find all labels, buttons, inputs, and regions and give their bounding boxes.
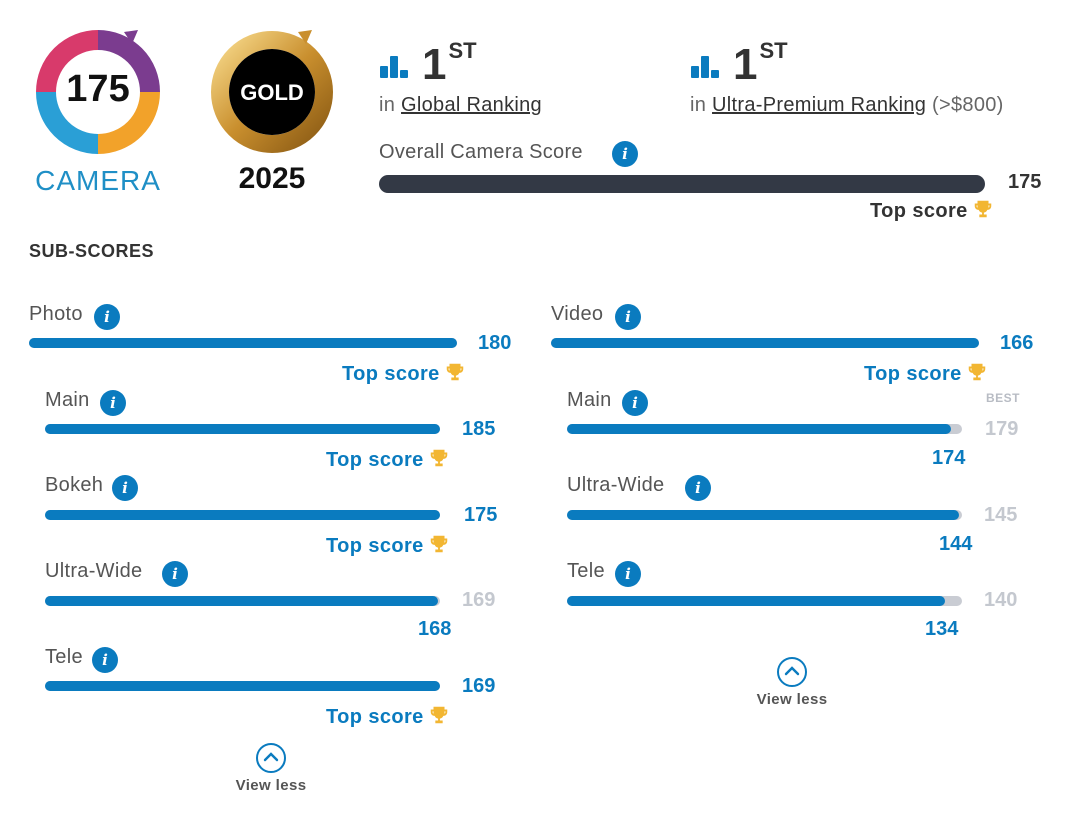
photo-tele-bar-fill <box>45 681 440 691</box>
photo-ultrawide-best-value: 169 <box>462 589 496 611</box>
overall-info-icon[interactable]: i <box>612 141 638 167</box>
photo-main-bar <box>45 424 440 434</box>
photo-tele-value: 169 <box>462 675 496 697</box>
photo-bokeh-bar <box>45 510 440 520</box>
video-tele-value: 134 <box>925 618 959 640</box>
video-tele-info-icon[interactable]: i <box>615 561 641 587</box>
video-main-bar <box>567 424 962 434</box>
video-ultrawide-bar <box>567 510 962 520</box>
video-view-less-button[interactable]: View less <box>732 657 852 708</box>
video-ultrawide-best-value: 145 <box>984 504 1018 526</box>
video-tele-label: Tele <box>567 560 605 582</box>
photo-tele-bar <box>45 681 440 691</box>
video-ultrawide-label: Ultra-Wide <box>567 474 665 496</box>
photo-tele-info-icon[interactable]: i <box>92 647 118 673</box>
photo-main-top-score: Top score <box>326 447 450 472</box>
photo-tele-label: Tele <box>45 646 83 668</box>
camera-label: CAMERA <box>35 165 161 196</box>
overall-score-label: Overall Camera Score <box>379 141 583 163</box>
video-main-label: Main <box>567 389 612 411</box>
trophy-icon <box>430 535 447 553</box>
video-view-less-label: View less <box>756 691 828 708</box>
photo-view-less-label: View less <box>235 777 307 794</box>
photo-bokeh-bar-fill <box>45 510 440 520</box>
subscores-title: SUB-SCORES <box>29 241 155 261</box>
video-ultrawide-info-icon[interactable]: i <box>685 475 711 501</box>
trophy-icon <box>974 200 991 218</box>
video-tele-bar <box>567 596 962 606</box>
video-ultrawide-value: 144 <box>939 533 973 555</box>
video-main-best-value: 179 <box>985 418 1019 440</box>
video-top-score: Top score <box>864 361 988 386</box>
global-rank-position: 1ST <box>422 38 477 89</box>
gold-badge-ring <box>211 30 333 153</box>
photo-main-bar-fill <box>45 424 440 434</box>
photo-ultrawide-info-icon[interactable]: i <box>162 561 188 587</box>
gold-badge: GOLD 2025 <box>200 28 340 198</box>
photo-main-info-icon[interactable]: i <box>100 390 126 416</box>
trophy-icon <box>446 363 463 381</box>
overall-top-score: Top score <box>870 198 994 223</box>
gold-label: GOLD <box>240 80 304 105</box>
video-label: Video <box>551 303 604 325</box>
photo-value: 180 <box>478 332 512 354</box>
overall-score-bar <box>379 175 985 193</box>
photo-info-icon[interactable]: i <box>94 304 120 330</box>
photo-view-less-button[interactable]: View less <box>211 743 331 794</box>
trophy-icon <box>430 449 447 467</box>
photo-ultrawide-bar-fill <box>45 596 438 606</box>
global-ranking-link[interactable]: Global Ranking <box>401 94 542 116</box>
photo-ultrawide-value: 168 <box>418 618 452 640</box>
ultra-premium-rank-text: in Ultra-Premium Ranking (>$800) <box>690 94 1004 116</box>
video-main-bar-fill <box>567 424 951 434</box>
photo-main-value: 185 <box>462 418 496 440</box>
camera-score-value: 175 <box>66 68 130 110</box>
camera-score-badge: 175 CAMERA <box>28 28 168 198</box>
photo-bokeh-top-score: Top score <box>326 533 450 558</box>
video-tele-bar-fill <box>567 596 945 606</box>
photo-tele-top-score: Top score <box>326 704 450 729</box>
photo-bokeh-value: 175 <box>464 504 498 526</box>
ranking-bars-icon <box>691 56 721 78</box>
photo-bar-fill <box>29 338 457 348</box>
photo-main-label: Main <box>45 389 90 411</box>
photo-top-score: Top score <box>342 361 466 386</box>
ranking-bars-icon <box>380 56 410 78</box>
video-value: 166 <box>1000 332 1034 354</box>
chevron-up-icon <box>777 657 807 687</box>
video-tele-best-value: 140 <box>984 589 1018 611</box>
video-main-value: 174 <box>932 447 966 469</box>
chevron-up-icon <box>256 743 286 773</box>
ultra-premium-rank-position: 1ST <box>733 38 788 89</box>
photo-ultrawide-label: Ultra-Wide <box>45 560 143 582</box>
video-bar-fill <box>551 338 979 348</box>
video-bar <box>551 338 979 348</box>
trophy-icon <box>968 363 985 381</box>
photo-bokeh-label: Bokeh <box>45 474 104 496</box>
ultra-premium-ranking-link[interactable]: Ultra-Premium Ranking <box>712 94 927 116</box>
video-info-icon[interactable]: i <box>615 304 641 330</box>
photo-ultrawide-bar <box>45 596 440 606</box>
photo-label: Photo <box>29 303 83 325</box>
best-label: BEST <box>986 391 1021 405</box>
photo-bar <box>29 338 457 348</box>
photo-bokeh-info-icon[interactable]: i <box>112 475 138 501</box>
video-main-info-icon[interactable]: i <box>622 390 648 416</box>
video-ultrawide-bar-fill <box>567 510 960 520</box>
global-rank-text: in Global Ranking <box>379 94 542 116</box>
trophy-icon <box>430 706 447 724</box>
camera-badge-ring <box>36 30 160 154</box>
overall-score-value: 175 <box>1008 171 1042 193</box>
gold-year: 2025 <box>238 162 306 195</box>
